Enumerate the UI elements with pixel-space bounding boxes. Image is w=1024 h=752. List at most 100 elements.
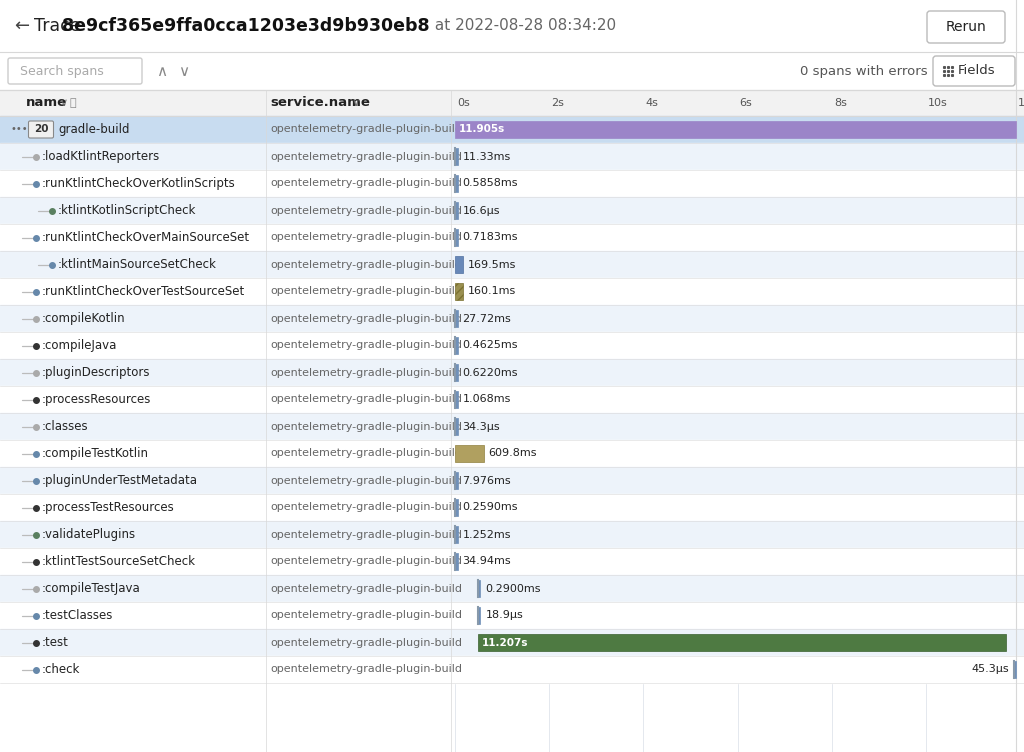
Bar bbox=[0, 494, 1024, 521]
Text: Search spans: Search spans bbox=[20, 65, 103, 77]
Text: 11.207s: 11.207s bbox=[482, 638, 528, 647]
Text: ∨: ∨ bbox=[352, 98, 360, 108]
Text: :pluginUnderTestMetadata: :pluginUnderTestMetadata bbox=[42, 474, 198, 487]
Text: :pluginDescriptors: :pluginDescriptors bbox=[42, 366, 151, 379]
Text: •••: ••• bbox=[10, 125, 28, 135]
Bar bbox=[455, 283, 463, 300]
Text: 10s: 10s bbox=[928, 98, 948, 108]
Text: opentelemetry-gradle-plugin-build: opentelemetry-gradle-plugin-build bbox=[270, 584, 462, 593]
Text: 6s: 6s bbox=[739, 98, 753, 108]
Bar bbox=[0, 90, 1024, 116]
Text: :runKtlintCheckOverTestSourceSet: :runKtlintCheckOverTestSourceSet bbox=[42, 285, 246, 298]
Text: opentelemetry-gradle-plugin-build: opentelemetry-gradle-plugin-build bbox=[270, 178, 462, 189]
Text: opentelemetry-gradle-plugin-build: opentelemetry-gradle-plugin-build bbox=[270, 232, 462, 242]
Bar bbox=[0, 116, 1024, 143]
Text: gradle-build: gradle-build bbox=[58, 123, 129, 136]
Text: Trace: Trace bbox=[34, 17, 86, 35]
Bar bbox=[0, 548, 1024, 575]
Text: ∨: ∨ bbox=[60, 98, 69, 108]
FancyBboxPatch shape bbox=[933, 56, 1015, 86]
Text: 18.9μs: 18.9μs bbox=[485, 611, 523, 620]
Bar bbox=[455, 445, 483, 462]
Bar bbox=[0, 332, 1024, 359]
Bar bbox=[0, 197, 1024, 224]
Bar bbox=[455, 121, 1016, 138]
Text: 0.6220ms: 0.6220ms bbox=[463, 368, 518, 378]
Text: 0.2900ms: 0.2900ms bbox=[485, 584, 541, 593]
Text: :ktlintKotlinScriptCheck: :ktlintKotlinScriptCheck bbox=[58, 204, 197, 217]
Text: :compileTestJava: :compileTestJava bbox=[42, 582, 140, 595]
Text: :processResources: :processResources bbox=[42, 393, 152, 406]
Bar bbox=[0, 278, 1024, 305]
Text: 0s: 0s bbox=[457, 98, 470, 108]
Text: 34.3μs: 34.3μs bbox=[463, 422, 500, 432]
Bar bbox=[455, 526, 458, 543]
Text: ∧: ∧ bbox=[156, 63, 167, 78]
Text: 11.91s: 11.91s bbox=[1018, 98, 1024, 108]
Text: 1.068ms: 1.068ms bbox=[463, 395, 511, 405]
Bar bbox=[455, 175, 458, 192]
Text: opentelemetry-gradle-plugin-build: opentelemetry-gradle-plugin-build bbox=[270, 287, 462, 296]
Text: at 2022-08-28 08:34:20: at 2022-08-28 08:34:20 bbox=[430, 19, 616, 34]
Bar bbox=[0, 629, 1024, 656]
Text: opentelemetry-gradle-plugin-build: opentelemetry-gradle-plugin-build bbox=[270, 611, 462, 620]
Bar bbox=[0, 224, 1024, 251]
Bar bbox=[478, 607, 480, 624]
Bar bbox=[0, 386, 1024, 413]
Text: opentelemetry-gradle-plugin-build: opentelemetry-gradle-plugin-build bbox=[270, 205, 462, 216]
Text: 169.5ms: 169.5ms bbox=[468, 259, 516, 269]
Text: :classes: :classes bbox=[42, 420, 89, 433]
Bar bbox=[1014, 661, 1017, 678]
Text: 27.72ms: 27.72ms bbox=[463, 314, 511, 323]
Bar bbox=[455, 337, 458, 354]
Text: opentelemetry-gradle-plugin-build: opentelemetry-gradle-plugin-build bbox=[270, 475, 462, 486]
Text: opentelemetry-gradle-plugin-build: opentelemetry-gradle-plugin-build bbox=[270, 448, 462, 459]
Text: 45.3μs: 45.3μs bbox=[971, 665, 1009, 675]
Text: opentelemetry-gradle-plugin-build: opentelemetry-gradle-plugin-build bbox=[270, 125, 462, 135]
FancyBboxPatch shape bbox=[29, 121, 53, 138]
Text: opentelemetry-gradle-plugin-build: opentelemetry-gradle-plugin-build bbox=[270, 368, 462, 378]
Bar bbox=[455, 310, 458, 327]
FancyBboxPatch shape bbox=[927, 11, 1005, 43]
Text: :validatePlugins: :validatePlugins bbox=[42, 528, 136, 541]
Bar bbox=[0, 467, 1024, 494]
Bar bbox=[455, 256, 463, 273]
Text: 20: 20 bbox=[34, 125, 48, 135]
Text: 609.8ms: 609.8ms bbox=[488, 448, 538, 459]
Bar bbox=[0, 52, 1024, 90]
Text: :compileTestKotlin: :compileTestKotlin bbox=[42, 447, 150, 460]
Text: 11.905s: 11.905s bbox=[459, 125, 505, 135]
Bar bbox=[0, 602, 1024, 629]
Text: :runKtlintCheckOverMainSourceSet: :runKtlintCheckOverMainSourceSet bbox=[42, 231, 250, 244]
Bar bbox=[478, 634, 1006, 651]
Bar bbox=[0, 170, 1024, 197]
Text: 7.976ms: 7.976ms bbox=[463, 475, 511, 486]
Text: 0.4625ms: 0.4625ms bbox=[463, 341, 518, 350]
Text: :loadKtlintReporters: :loadKtlintReporters bbox=[42, 150, 160, 163]
Text: :test: :test bbox=[42, 636, 69, 649]
Text: 8s: 8s bbox=[834, 98, 847, 108]
Bar bbox=[455, 418, 458, 435]
Bar bbox=[0, 575, 1024, 602]
Bar bbox=[455, 202, 458, 219]
Text: :compileJava: :compileJava bbox=[42, 339, 118, 352]
Text: 11.33ms: 11.33ms bbox=[463, 151, 511, 162]
Bar bbox=[455, 391, 458, 408]
Bar bbox=[0, 413, 1024, 440]
Text: opentelemetry-gradle-plugin-build: opentelemetry-gradle-plugin-build bbox=[270, 556, 462, 566]
Bar bbox=[0, 143, 1024, 170]
Text: 34.94ms: 34.94ms bbox=[463, 556, 511, 566]
Text: opentelemetry-gradle-plugin-build: opentelemetry-gradle-plugin-build bbox=[270, 341, 462, 350]
Text: opentelemetry-gradle-plugin-build: opentelemetry-gradle-plugin-build bbox=[270, 638, 462, 647]
Bar bbox=[0, 251, 1024, 278]
Text: name: name bbox=[26, 96, 68, 110]
Text: 0 spans with errors: 0 spans with errors bbox=[800, 65, 928, 77]
Text: Fields: Fields bbox=[958, 65, 995, 77]
Bar bbox=[455, 148, 458, 165]
Bar bbox=[455, 553, 458, 570]
Text: ←: ← bbox=[14, 17, 29, 35]
Bar bbox=[455, 229, 458, 246]
Text: :check: :check bbox=[42, 663, 80, 676]
Text: opentelemetry-gradle-plugin-build: opentelemetry-gradle-plugin-build bbox=[270, 422, 462, 432]
Bar bbox=[0, 359, 1024, 386]
